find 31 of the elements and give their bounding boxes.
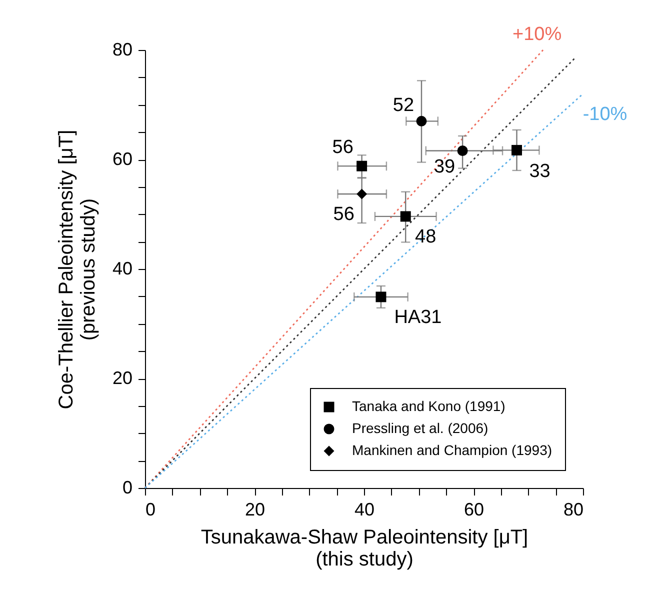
annotation: +10% bbox=[512, 24, 562, 45]
annotation: 56 bbox=[333, 204, 354, 225]
x-tick-label: 80 bbox=[563, 500, 584, 520]
y-axis-title: Coe-Thellier Paleointensity [μT] (previous study) bbox=[55, 130, 100, 410]
legend-label: Tanaka and Kono (1991) bbox=[352, 398, 506, 414]
point bbox=[356, 188, 368, 200]
point bbox=[512, 144, 522, 156]
annotation: -10% bbox=[582, 104, 628, 125]
x-tick-label: 60 bbox=[464, 500, 484, 520]
annotation: 33 bbox=[529, 161, 550, 182]
y-tick-label: 0 bbox=[122, 478, 132, 498]
x-tick-label: 40 bbox=[354, 500, 375, 520]
annotation: HA31 bbox=[394, 306, 442, 328]
annotation: 52 bbox=[392, 95, 414, 116]
x-axis-title: Tsunakawa-Shaw Paleointensity [μT] (this study) bbox=[200, 526, 528, 570]
legend-label: Mankinen and Champion (1993) bbox=[352, 442, 552, 458]
point bbox=[400, 211, 411, 222]
x-tick-label: 20 bbox=[244, 500, 266, 520]
annotation: 56 bbox=[332, 137, 354, 158]
point bbox=[356, 160, 368, 172]
legend-label: Pressling et al. (2006) bbox=[352, 420, 488, 436]
x-tick-label: 0 bbox=[146, 500, 156, 520]
y-tick-label: 40 bbox=[112, 258, 132, 278]
annotation: 39 bbox=[434, 156, 456, 178]
point bbox=[457, 146, 468, 156]
y-tick-label: 80 bbox=[112, 40, 132, 60]
y-tick-label: 60 bbox=[112, 149, 132, 169]
y-tick-label: 20 bbox=[112, 368, 132, 388]
point bbox=[416, 116, 427, 126]
point bbox=[376, 292, 386, 302]
annotation: 48 bbox=[415, 226, 436, 248]
